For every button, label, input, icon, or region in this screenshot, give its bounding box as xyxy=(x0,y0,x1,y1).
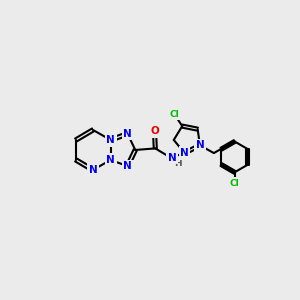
Text: Cl: Cl xyxy=(230,178,239,188)
Text: N: N xyxy=(106,135,115,145)
Text: N: N xyxy=(180,148,189,158)
Text: H: H xyxy=(174,158,182,167)
Text: N: N xyxy=(168,153,177,163)
Text: N: N xyxy=(88,165,97,175)
Text: N: N xyxy=(196,140,204,150)
Text: N: N xyxy=(123,129,132,139)
Text: O: O xyxy=(150,127,159,136)
Text: N: N xyxy=(106,155,115,165)
Text: Cl: Cl xyxy=(170,110,179,119)
Text: N: N xyxy=(123,161,132,171)
